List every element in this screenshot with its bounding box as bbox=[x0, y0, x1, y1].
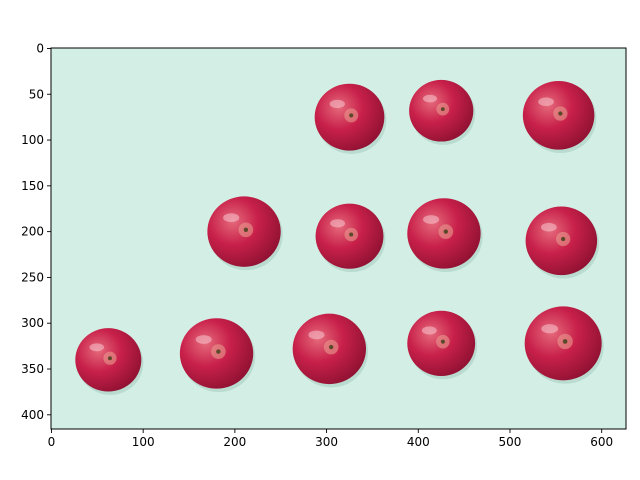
x-tick-label: 600 bbox=[590, 435, 613, 449]
x-axis: 0 100 200 300 400 500 600 bbox=[48, 429, 613, 449]
y-tick-label: 50 bbox=[29, 87, 44, 101]
apple-stem bbox=[558, 111, 563, 116]
apple-stem bbox=[440, 339, 445, 344]
apple bbox=[407, 310, 478, 380]
x-tick-label: 200 bbox=[223, 435, 246, 449]
apple-stem bbox=[216, 349, 221, 354]
apple-highlight bbox=[329, 99, 345, 109]
apple-highlight bbox=[330, 219, 346, 228]
apple bbox=[292, 313, 369, 388]
apple-stem bbox=[440, 107, 445, 112]
apple-stem bbox=[107, 356, 112, 361]
apple bbox=[522, 80, 597, 154]
apple-highlight bbox=[421, 326, 437, 335]
y-tick-label: 350 bbox=[21, 362, 44, 376]
apple bbox=[207, 196, 283, 271]
apple-highlight bbox=[223, 213, 240, 223]
apple-stem bbox=[243, 227, 249, 232]
y-tick-label: 0 bbox=[36, 41, 44, 55]
apple-stem bbox=[560, 236, 566, 242]
apple bbox=[75, 328, 144, 395]
apple-highlight bbox=[541, 324, 559, 334]
apple bbox=[179, 318, 256, 393]
apple-stem bbox=[443, 229, 448, 234]
apple-highlight bbox=[195, 335, 212, 344]
x-tick-label: 0 bbox=[48, 435, 56, 449]
apple-highlight bbox=[422, 94, 438, 103]
plot-area bbox=[50, 47, 627, 430]
apple-highlight bbox=[538, 97, 554, 107]
x-tick-label: 500 bbox=[499, 435, 522, 449]
x-tick-label: 300 bbox=[315, 435, 338, 449]
x-tick-label: 100 bbox=[132, 435, 155, 449]
apple-stem bbox=[349, 113, 354, 118]
x-tick-label: 400 bbox=[407, 435, 430, 449]
y-tick-label: 300 bbox=[21, 316, 44, 330]
apple bbox=[409, 79, 476, 145]
axes-frame bbox=[50, 47, 627, 430]
apple-stem bbox=[349, 232, 354, 237]
apple-highlight bbox=[540, 222, 557, 232]
apple-highlight bbox=[308, 330, 325, 340]
y-tick-label: 250 bbox=[21, 270, 44, 284]
apple bbox=[314, 83, 387, 154]
y-axis: 0 50 100 150 200 250 300 350 400 bbox=[21, 41, 51, 422]
apples-layer bbox=[75, 79, 604, 395]
apple-highlight bbox=[423, 215, 440, 224]
apple-stem bbox=[562, 339, 568, 344]
apple bbox=[524, 306, 604, 384]
y-tick-label: 400 bbox=[21, 408, 44, 422]
apple-highlight bbox=[89, 343, 105, 352]
apple-stem bbox=[328, 344, 334, 350]
y-tick-label: 150 bbox=[21, 179, 44, 193]
y-tick-label: 200 bbox=[21, 225, 44, 239]
y-tick-label: 100 bbox=[21, 133, 44, 147]
apple bbox=[407, 198, 483, 273]
apple bbox=[315, 203, 386, 273]
apple bbox=[525, 206, 600, 279]
